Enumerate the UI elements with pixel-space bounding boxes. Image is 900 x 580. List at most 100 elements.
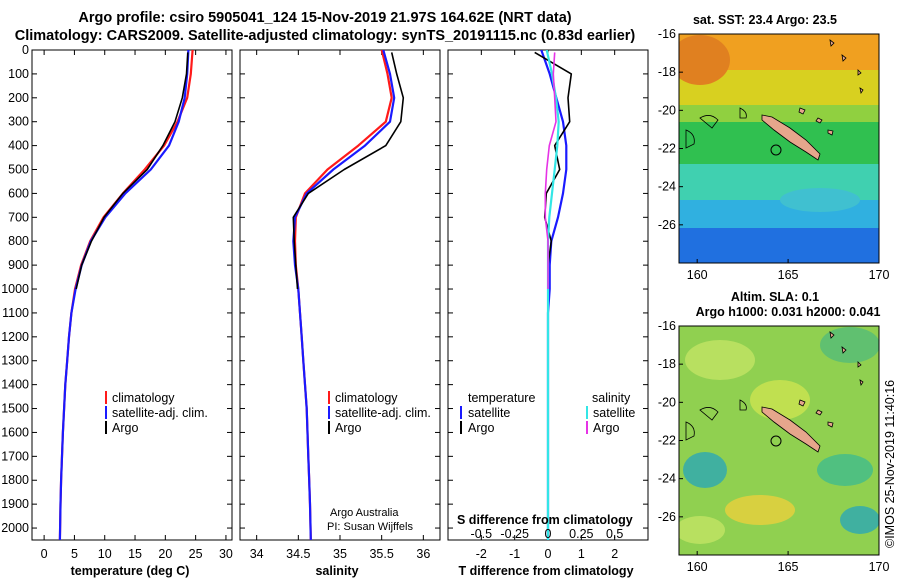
y-tick-label: 1600 xyxy=(1,425,29,439)
salinity-panel-frame xyxy=(239,49,441,541)
legend-argo-label: Argo xyxy=(112,421,138,435)
legend-salinity-heading: salinity xyxy=(592,391,631,405)
x-tick-label: 5 xyxy=(71,547,78,561)
x-tick-label: 20 xyxy=(158,547,172,561)
sla-map-ticks: 160 165 170 -16 -18 -20 -22 -24 -26 xyxy=(658,319,890,574)
temperature-panel-frame xyxy=(31,49,233,541)
difference-legend: temperature satellite Argo salinity sate… xyxy=(460,391,635,435)
map-y-tick-label: -18 xyxy=(658,357,676,371)
map-x-tick-label: 160 xyxy=(687,560,708,574)
s-tick-label: 0 xyxy=(545,527,552,541)
y-tick-label: 1000 xyxy=(1,282,29,296)
y-tick-label: 1200 xyxy=(1,330,29,344)
sla-patch xyxy=(820,327,879,363)
series-line-argo xyxy=(292,52,405,290)
y-tick-label: 300 xyxy=(8,115,29,129)
map-y-tick-label: -20 xyxy=(658,103,676,117)
s-difference-ticks: -0.5 -0.25 0 0.25 0.5 xyxy=(471,527,624,541)
credit-pi-name: PI: Susan Wijffels xyxy=(327,521,413,533)
y-tick-label: 700 xyxy=(8,210,29,224)
sla-patch xyxy=(725,495,795,525)
difference-series-group xyxy=(534,50,573,540)
temperature-legend: climatology satellite-adj. clim. Argo xyxy=(105,391,208,435)
salinity-xlabel: salinity xyxy=(315,564,358,578)
sst-band-yellowgreen xyxy=(679,105,879,125)
x-tick-label: 36 xyxy=(416,547,430,561)
x-tick-label: 34 xyxy=(250,547,264,561)
x-tick-label: 0 xyxy=(545,547,552,561)
x-tick-label: 2 xyxy=(611,547,618,561)
y-tick-label: 400 xyxy=(8,139,29,153)
map-x-tick-label: 170 xyxy=(869,560,890,574)
legend-s-satellite-label: satellite xyxy=(593,406,635,420)
map-y-tick-label: -18 xyxy=(658,65,676,79)
legend-climatology-label: climatology xyxy=(335,391,398,405)
y-tick-label: 1300 xyxy=(1,354,29,368)
map-x-tick-label: 165 xyxy=(778,560,799,574)
reef-outline xyxy=(685,107,747,149)
legend-temperature-heading: temperature xyxy=(468,391,535,405)
sst-band-blue xyxy=(679,228,879,263)
sla-map-field xyxy=(679,326,879,555)
y-tick-label: 900 xyxy=(8,258,29,272)
loyalty-islands xyxy=(798,399,834,428)
difference-xlabel: T difference from climatology xyxy=(458,564,633,578)
y-tick-label: 1800 xyxy=(1,473,29,487)
sla-patch xyxy=(817,454,873,486)
y-tick-label: 1900 xyxy=(1,497,29,511)
legend-satellite-label: satellite-adj. clim. xyxy=(112,406,208,420)
axes-layer: 0 5 10 15 20 25 300100200300400500600700800900… xyxy=(1,43,648,561)
x-tick-label: 1 xyxy=(578,547,585,561)
s-difference-title: S difference from climatology xyxy=(457,513,633,527)
sst-map-ticks: 160 165 170 -16 -18 -20 -22 -24 -26 xyxy=(658,27,890,282)
x-tick-label: 34.5 xyxy=(286,547,310,561)
map-y-tick-label: -16 xyxy=(658,27,676,41)
s-tick-label: -0.5 xyxy=(471,527,493,541)
y-tick-label: 2000 xyxy=(1,521,29,535)
argo-position-marker-sla xyxy=(770,435,782,447)
series-line-argo xyxy=(75,52,189,290)
legend-s-argo-label: Argo xyxy=(593,421,619,435)
y-tick-label: 600 xyxy=(8,186,29,200)
figure-title-line1: Argo profile: csiro 5905041_124 15-Nov-2… xyxy=(78,10,572,26)
legend-argo-label: Argo xyxy=(335,421,361,435)
x-tick-label: 35 xyxy=(333,547,347,561)
map-y-tick-label: -24 xyxy=(658,472,676,486)
temperature-xlabel: temperature (deg C) xyxy=(71,564,190,578)
sla-patch xyxy=(679,516,725,544)
sla-patch xyxy=(840,506,879,534)
argo-position-marker-sst xyxy=(770,144,782,156)
legend-t-satellite-label: satellite xyxy=(468,406,510,420)
map-y-tick-label: -22 xyxy=(658,142,676,156)
y-tick-label: 200 xyxy=(8,91,29,105)
sla-map-title: Altim. SLA: 0.1 xyxy=(731,290,819,304)
series-line-s-argo xyxy=(544,52,557,289)
map-y-tick-label: -22 xyxy=(658,434,676,448)
x-tick-label: 0 xyxy=(41,547,48,561)
salinity-series-group xyxy=(292,50,405,540)
y-tick-label: 1400 xyxy=(1,378,29,392)
y-tick-label: 800 xyxy=(8,234,29,248)
salinity-legend: climatology satellite-adj. clim. Argo xyxy=(328,391,431,435)
x-tick-label: 25 xyxy=(189,547,203,561)
map-y-tick-label: -20 xyxy=(658,395,676,409)
sla-patch xyxy=(685,340,755,380)
y-tick-label: 500 xyxy=(8,163,29,177)
legend-t-argo-label: Argo xyxy=(468,421,494,435)
x-tick-label: 30 xyxy=(219,547,233,561)
x-tick-label: 35.5 xyxy=(369,547,393,561)
x-tick-label: -1 xyxy=(509,547,520,561)
y-tick-label: 0 xyxy=(22,43,29,57)
map-x-tick-label: 170 xyxy=(869,268,890,282)
sla-patch xyxy=(683,452,727,488)
map-y-tick-label: -16 xyxy=(658,319,676,333)
y-tick-label: 100 xyxy=(8,67,29,81)
profile-lines-layer xyxy=(58,50,573,540)
map-x-tick-label: 165 xyxy=(778,268,799,282)
temperature-series-group xyxy=(58,50,194,540)
y-tick-label: 1500 xyxy=(1,402,29,416)
sla-map-subtitle: Argo h1000: 0.031 h2000: 0.041 xyxy=(696,305,881,319)
s-tick-label: 0.25 xyxy=(569,527,593,541)
x-tick-label: 10 xyxy=(98,547,112,561)
series-line-satellite-adj-clim- xyxy=(292,50,396,540)
